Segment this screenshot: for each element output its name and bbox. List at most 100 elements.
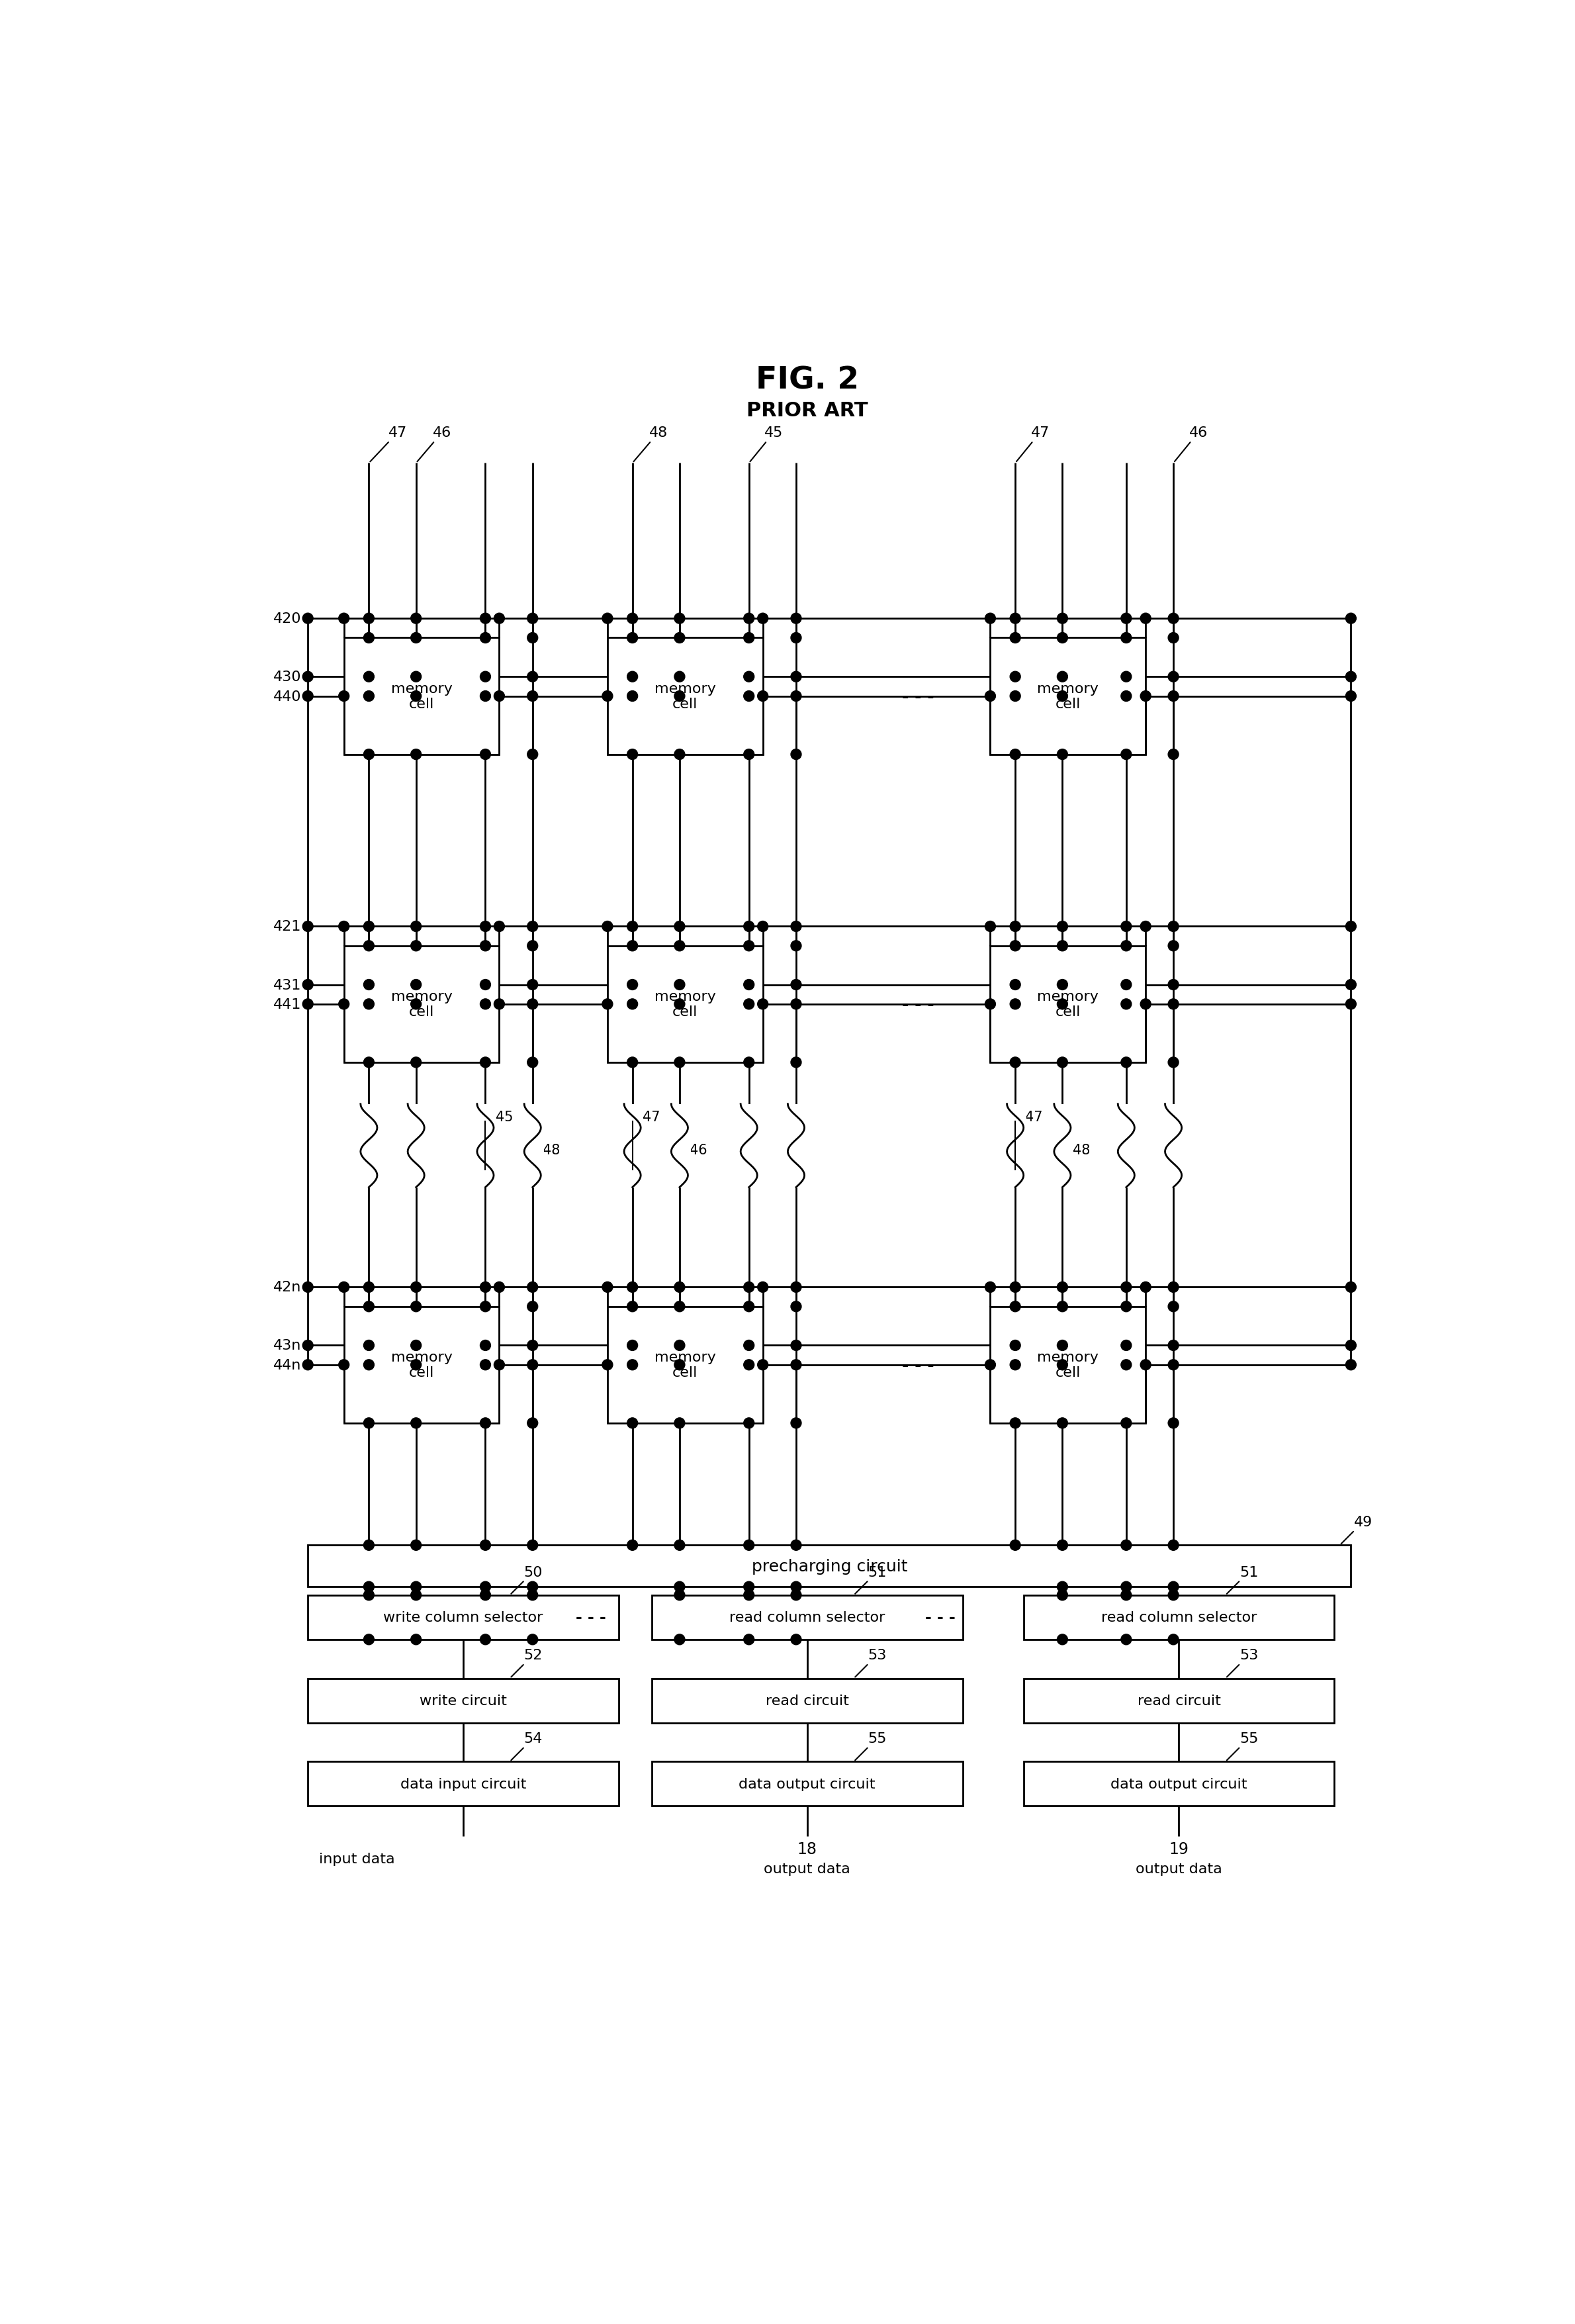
Text: 53: 53 xyxy=(855,1648,887,1678)
Circle shape xyxy=(1140,614,1151,625)
Circle shape xyxy=(791,1057,802,1069)
Circle shape xyxy=(627,1418,638,1429)
Bar xyxy=(307,1594,619,1641)
Circle shape xyxy=(1010,941,1021,951)
Circle shape xyxy=(674,1583,685,1592)
Circle shape xyxy=(1140,690,1151,702)
Circle shape xyxy=(1010,1301,1021,1313)
Circle shape xyxy=(480,1418,491,1429)
Circle shape xyxy=(364,1057,375,1069)
Text: memory
cell: memory cell xyxy=(654,1350,717,1380)
Circle shape xyxy=(364,672,375,683)
Circle shape xyxy=(495,1360,504,1371)
Circle shape xyxy=(411,690,421,702)
Circle shape xyxy=(791,1634,802,1645)
Circle shape xyxy=(528,690,537,702)
Bar xyxy=(784,1104,808,1188)
Circle shape xyxy=(1121,748,1131,760)
Circle shape xyxy=(791,1301,802,1313)
Circle shape xyxy=(528,614,537,625)
Circle shape xyxy=(627,1541,638,1550)
Circle shape xyxy=(743,672,754,683)
Circle shape xyxy=(495,614,504,625)
Bar xyxy=(405,1104,427,1188)
Circle shape xyxy=(1010,981,1021,990)
Circle shape xyxy=(364,981,375,990)
Circle shape xyxy=(480,1541,491,1550)
Circle shape xyxy=(674,748,685,760)
Circle shape xyxy=(791,1541,802,1550)
Bar xyxy=(1115,1104,1137,1188)
Circle shape xyxy=(791,748,802,760)
Bar xyxy=(474,1104,496,1188)
Circle shape xyxy=(1010,1541,1021,1550)
Text: 46: 46 xyxy=(417,425,452,462)
Circle shape xyxy=(743,920,754,932)
Text: input data: input data xyxy=(320,1852,395,1866)
Bar xyxy=(307,1678,619,1722)
Circle shape xyxy=(302,672,313,683)
Circle shape xyxy=(480,941,491,951)
Circle shape xyxy=(1010,1283,1021,1292)
Circle shape xyxy=(1010,632,1021,644)
Circle shape xyxy=(411,1590,421,1601)
Text: 51: 51 xyxy=(855,1566,887,1594)
Circle shape xyxy=(364,1283,375,1292)
Circle shape xyxy=(758,614,769,625)
Circle shape xyxy=(743,1590,754,1601)
Text: read circuit: read circuit xyxy=(1137,1694,1221,1708)
Circle shape xyxy=(602,1360,613,1371)
Circle shape xyxy=(480,1301,491,1313)
Circle shape xyxy=(1057,1634,1068,1645)
Bar xyxy=(1024,1678,1334,1722)
Circle shape xyxy=(1121,1301,1131,1313)
Circle shape xyxy=(528,1057,537,1069)
Circle shape xyxy=(1010,672,1021,683)
Circle shape xyxy=(528,1341,537,1350)
Circle shape xyxy=(1169,1057,1178,1069)
Circle shape xyxy=(411,920,421,932)
Circle shape xyxy=(411,1283,421,1292)
Circle shape xyxy=(1121,1590,1131,1601)
Circle shape xyxy=(528,1583,537,1592)
Circle shape xyxy=(302,920,313,932)
Circle shape xyxy=(411,1360,421,1371)
Circle shape xyxy=(1057,1360,1068,1371)
Circle shape xyxy=(480,1583,491,1592)
Text: 49: 49 xyxy=(1342,1515,1372,1543)
Text: memory
cell: memory cell xyxy=(654,990,717,1018)
Text: read column selector: read column selector xyxy=(1101,1611,1257,1624)
Circle shape xyxy=(743,614,754,625)
Circle shape xyxy=(627,748,638,760)
Circle shape xyxy=(339,690,350,702)
Circle shape xyxy=(480,1590,491,1601)
Text: 440: 440 xyxy=(272,690,301,704)
Text: 51: 51 xyxy=(1227,1566,1258,1594)
Circle shape xyxy=(743,1360,754,1371)
Circle shape xyxy=(602,690,613,702)
Circle shape xyxy=(1057,1283,1068,1292)
Circle shape xyxy=(743,690,754,702)
Circle shape xyxy=(627,614,638,625)
Text: memory
cell: memory cell xyxy=(391,990,452,1018)
Text: - - -: - - - xyxy=(925,1611,956,1624)
Circle shape xyxy=(791,981,802,990)
Text: 55: 55 xyxy=(855,1731,887,1759)
Circle shape xyxy=(411,1541,421,1550)
Text: 54: 54 xyxy=(512,1731,542,1759)
Bar xyxy=(307,1545,1351,1587)
Circle shape xyxy=(1057,1341,1068,1350)
Bar xyxy=(608,639,762,755)
Circle shape xyxy=(1345,614,1356,625)
Circle shape xyxy=(1057,748,1068,760)
Bar xyxy=(343,639,499,755)
Text: 48: 48 xyxy=(1073,1143,1090,1157)
Circle shape xyxy=(1169,1301,1178,1313)
Circle shape xyxy=(495,999,504,1009)
Circle shape xyxy=(627,920,638,932)
Circle shape xyxy=(1057,672,1068,683)
Circle shape xyxy=(495,690,504,702)
Circle shape xyxy=(1169,1583,1178,1592)
Circle shape xyxy=(411,941,421,951)
Circle shape xyxy=(1169,1283,1178,1292)
